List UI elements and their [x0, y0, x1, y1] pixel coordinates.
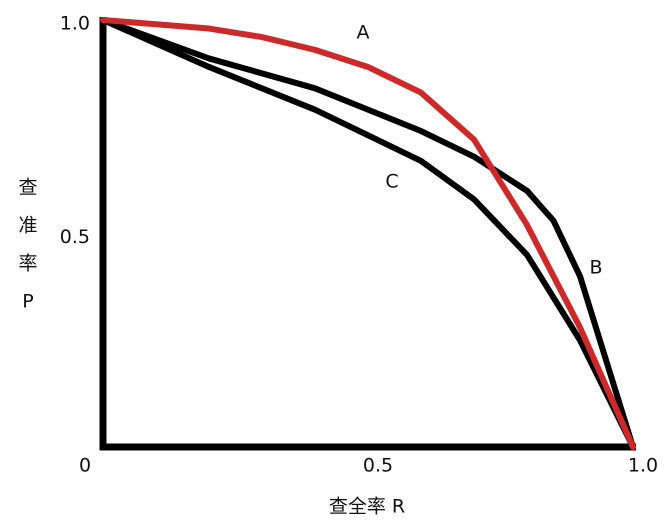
y-axis-label: P	[22, 291, 33, 313]
y-tick-label: 1.0	[60, 13, 90, 35]
y-axis-label: 准	[18, 215, 37, 237]
line-series	[100, 17, 636, 450]
line-series	[100, 17, 636, 450]
x-tick-label: 0	[79, 455, 91, 477]
x-tick-label: 0.5	[363, 455, 393, 477]
y-axis-label: 率	[18, 253, 37, 275]
x-axis-label: 查全率 R	[329, 496, 405, 518]
y-axis-label: 查	[18, 177, 37, 199]
series-label: B	[589, 257, 602, 279]
series-label: A	[357, 22, 370, 44]
line-series	[100, 17, 636, 450]
x-tick-label: 1.0	[628, 455, 658, 477]
y-tick-label: 0.5	[60, 226, 90, 248]
series-label: C	[385, 171, 398, 193]
